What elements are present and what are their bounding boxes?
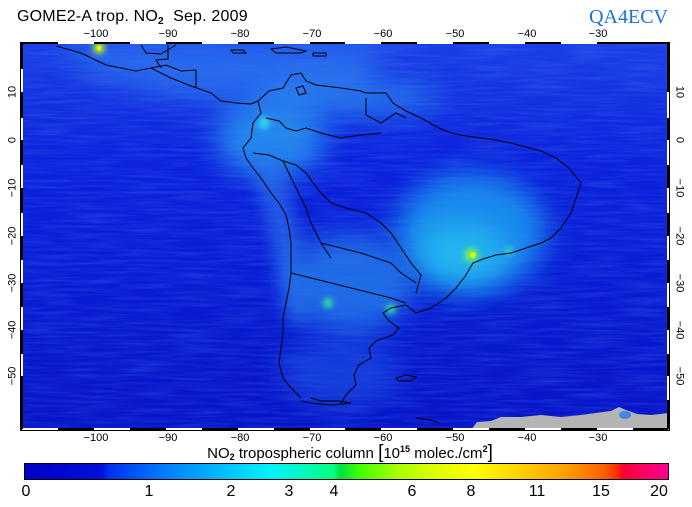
no2-map — [20, 42, 670, 431]
colorbar-title: NO2 tropospheric column [1015 molec./cm2… — [207, 442, 493, 463]
x-top-tick: −80 — [230, 28, 250, 40]
colorbar-tick: 3 — [284, 483, 294, 500]
x-top-tick: −90 — [158, 28, 178, 40]
x-top-tick: −100 — [83, 28, 109, 40]
colorbar — [24, 463, 669, 480]
y-right-tick: 0 — [673, 136, 686, 144]
hotspot-buenos-aires — [386, 304, 396, 314]
x-bottom-tick: −80 — [230, 432, 250, 444]
x-bottom-tick: −100 — [83, 432, 109, 444]
coastlines — [55, 44, 582, 424]
cb-label-sub: 2 — [229, 452, 235, 462]
title-subscript: 2 — [158, 16, 164, 27]
x-bottom-tick: −40 — [517, 432, 537, 444]
map-canvas — [21, 43, 669, 430]
colorbar-tick: 1 — [144, 483, 154, 500]
y-left-tick: −10 — [6, 178, 19, 198]
cb-label-exp2: 2 — [482, 444, 488, 454]
y-right-tick: 10 — [673, 85, 686, 99]
y-left-tick: 0 — [6, 136, 19, 144]
chart-title: GOME2-A trop. NO2 Sep. 2009 — [17, 8, 248, 27]
hotspot-santiago — [323, 298, 333, 308]
brand-label: QA4ECV — [589, 6, 668, 28]
y-right-tick: −30 — [673, 273, 686, 293]
cb-label-base: 10 — [383, 445, 401, 462]
title-date: Sep. 2009 — [173, 8, 248, 25]
cb-label-exp: 15 — [400, 444, 411, 454]
x-top-tick: −70 — [302, 28, 322, 40]
y-left-tick: −20 — [6, 226, 19, 246]
x-bottom-tick: −60 — [373, 432, 393, 444]
colorbar-tick: 6 — [407, 483, 417, 500]
x-bottom-tick: −70 — [302, 432, 322, 444]
y-left-tick: −50 — [6, 366, 19, 386]
colorbar-tick: 11 — [528, 483, 546, 500]
y-right-tick: −10 — [673, 178, 686, 198]
colorbar-tick: 15 — [592, 483, 610, 500]
y-left-tick: −30 — [6, 273, 19, 293]
title-text: GOME2-A trop. NO — [17, 8, 159, 25]
colorbar-tick: 8 — [466, 483, 476, 500]
x-top-tick: −50 — [445, 28, 465, 40]
y-left-tick: 10 — [6, 85, 19, 99]
colorbar-tick: 4 — [329, 483, 339, 500]
y-right-tick: −20 — [673, 226, 686, 246]
missing-data-area — [471, 407, 669, 430]
cb-label-mid: tropospheric column — [234, 445, 379, 462]
cb-label-unit: molec./cm — [410, 445, 483, 462]
colorbar-tick: 0 — [21, 483, 31, 500]
y-right-tick: −40 — [673, 320, 686, 340]
y-right-tick: −50 — [673, 366, 686, 386]
x-bottom-tick: −90 — [158, 432, 178, 444]
colorbar-tick: 2 — [226, 483, 236, 500]
colorbar-tick: 20 — [650, 483, 668, 500]
x-top-tick: −30 — [588, 28, 608, 40]
x-top-tick: −40 — [517, 28, 537, 40]
x-top-tick: −60 — [373, 28, 393, 40]
x-bottom-tick: −30 — [588, 432, 608, 444]
x-bottom-tick: −50 — [445, 432, 465, 444]
cb-label-no: NO — [207, 445, 230, 462]
y-left-tick: −40 — [6, 320, 19, 340]
